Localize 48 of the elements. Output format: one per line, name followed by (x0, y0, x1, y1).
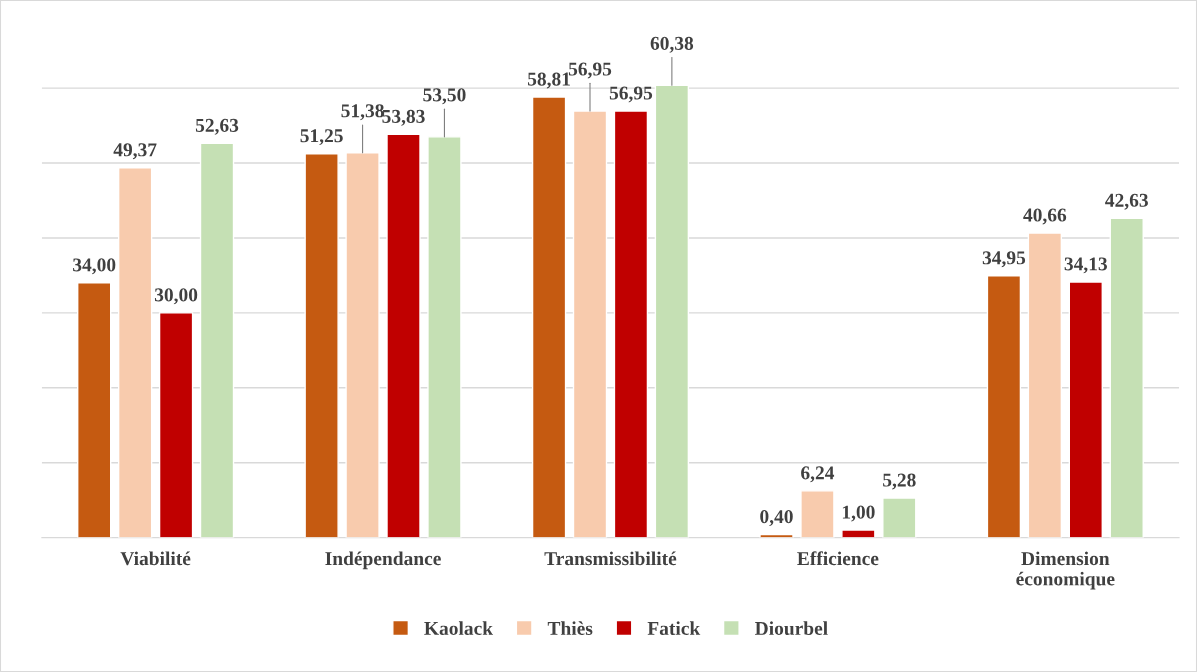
bar (1068, 281, 1103, 538)
bar (986, 275, 1022, 538)
data-label: 52,63 (195, 118, 239, 135)
legend-label: Diourbel (755, 621, 828, 636)
legend-label: Kaolack (424, 621, 494, 636)
bar (199, 142, 235, 538)
bar (427, 136, 462, 538)
bar (1027, 232, 1063, 538)
bar (572, 110, 608, 538)
legend-label: Thiès (547, 621, 593, 636)
bar (386, 133, 421, 538)
data-label: 34,13 (1064, 257, 1108, 274)
x-tick-label: Indépendance (325, 551, 441, 570)
data-label: 6,24 (801, 466, 835, 483)
bar (654, 84, 690, 538)
data-label: 30,00 (154, 288, 198, 305)
bar (117, 167, 153, 538)
x-tick-label: Transmissibilité (544, 551, 677, 566)
data-label: 56,95 (568, 62, 612, 79)
bar (345, 152, 380, 538)
x-tick-label: Efficience (797, 551, 879, 566)
bar (613, 110, 649, 538)
bar (158, 312, 194, 538)
bar (800, 490, 835, 538)
data-label: 51,38 (341, 104, 384, 121)
bar (531, 96, 567, 538)
bar (882, 497, 917, 538)
x-tick-label: Viabilité (120, 551, 191, 566)
data-label: 1,00 (842, 505, 875, 522)
data-label: 40,66 (1023, 208, 1067, 225)
data-label: 53,50 (423, 88, 466, 105)
data-label: 5,28 (883, 473, 916, 490)
data-label: 56,95 (609, 86, 653, 103)
data-label: 53,83 (382, 109, 425, 126)
data-label: 0,40 (760, 510, 793, 526)
data-label: 34,95 (982, 251, 1026, 268)
data-label: 58,81 (527, 72, 570, 89)
data-label: 49,37 (113, 143, 157, 160)
data-label: 51,25 (300, 129, 343, 146)
data-label: 34,00 (73, 258, 116, 275)
x-tick-label: Dimension économique (1016, 551, 1115, 590)
bar (77, 282, 112, 538)
bar (1109, 217, 1144, 538)
bar (304, 153, 339, 538)
bar (841, 529, 876, 538)
data-label: 42,63 (1105, 193, 1148, 210)
data-label: 60,38 (650, 36, 694, 53)
legend-label: Fatick (647, 621, 701, 636)
